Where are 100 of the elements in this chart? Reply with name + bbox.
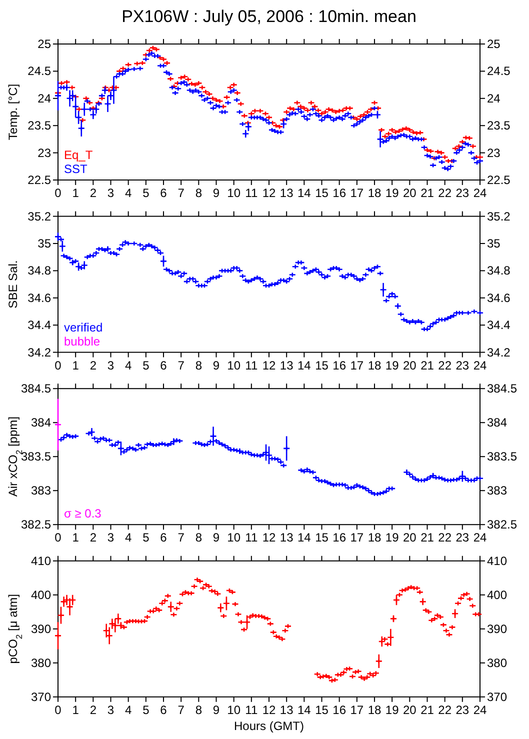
y-tick-label: 410 [30,554,52,568]
x-tick-label: 5 [142,358,150,372]
y-tick-label: 24.5 [28,64,52,78]
x-tick-label: 3 [107,358,114,372]
y-axis-title: Temp. [°C] [6,84,20,140]
y2-tick-label: 23 [487,146,501,160]
y-tick-label: 384.5 [20,382,52,396]
x-tick-label: 10 [227,530,241,545]
y2-tick-label: 34.6 [487,290,511,305]
x-tick-label: 2 [90,530,97,545]
y2-tick-label: 24.5 [487,64,511,78]
x-tick-label: 23 [456,530,470,545]
x-tick-label: 1 [72,358,80,372]
y-tick-label: 384 [30,416,52,430]
x-tick-label: 23 [456,358,470,372]
x-tick-label: 23 [456,702,470,717]
x-tick-label: 18 [368,186,382,200]
x-tick-label: 18 [368,358,382,372]
x-tick-label: 4 [124,358,132,372]
x-tick-label: 9 [212,702,220,717]
x-tick-label: 6 [160,702,168,717]
x-tick-label: 5 [142,530,150,545]
y2-tick-label: 34.8 [487,264,511,278]
x-tick-label: 3 [107,530,114,545]
x-tick-label: 17 [350,186,364,200]
x-tick-label: 8 [195,702,202,717]
x-tick-label: 7 [178,530,185,545]
x-tick-label: 9 [212,530,220,545]
x-tick-label: 16 [332,530,346,545]
y-tick-label: 34.6 [28,290,52,305]
text: SST [64,162,88,176]
y-tick-label: 370 [30,690,52,704]
x-tick-label: 17 [350,702,364,717]
x-tick-label: 14 [297,358,312,372]
x-tick-label: 6 [160,530,168,545]
y2-tick-label: 383.5 [487,450,518,464]
x-tick-label: 12 [262,358,276,372]
x-tick-label: 24 [473,358,487,372]
x-tick-label: 5 [142,702,150,717]
text: verified [64,320,103,334]
x-tick-label: 13 [280,186,294,200]
x-tick-label: 19 [385,358,400,372]
x-tick-label: 22 [438,358,452,372]
x-tick-label: 17 [350,530,364,545]
x-tick-label: 15 [315,530,329,545]
y2-tick-label: 24 [487,91,501,106]
x-tick-label: 6 [160,358,168,372]
y2-tick-label: 34.2 [487,345,511,360]
y2-tick-label: 25 [487,37,501,51]
y-tick-label: 34.2 [28,345,52,360]
x-tick-label: 12 [262,186,276,200]
x-tick-label: 20 [402,702,417,717]
x-tick-label: 10 [227,358,241,372]
x-tick-label: 14 [297,702,312,717]
x-tick-label: 10 [227,186,241,200]
x-tick-label: 1 [72,186,80,200]
x-tick-label: 7 [178,186,185,200]
x-tick-label: 11 [245,530,258,545]
x-tick-label: 15 [315,186,329,200]
y2-tick-label: 35.2 [487,209,511,224]
y-tick-label: 380 [30,656,52,670]
y2-tick-label: 410 [487,554,508,568]
x-tick-label: 15 [315,358,329,372]
x-tick-label: 16 [332,358,346,372]
x-tick-label: 15 [315,702,329,717]
x-tick-label: 7 [178,702,185,717]
x-tick-label: 4 [124,702,132,717]
y2-tick-label: 390 [487,622,508,636]
y2-tick-label: 380 [487,656,508,670]
y2-tick-label: 22.5 [487,173,511,187]
x-tick-label: 23 [456,186,470,200]
y2-tick-label: 370 [487,690,508,704]
y-tick-label: 25 [38,37,52,51]
x-tick-label: 2 [90,186,97,200]
x-tick-label: 1 [72,702,80,717]
x-tick-label: 11 [245,358,258,372]
x-tick-label: 0 [54,530,62,545]
x-tick-label: 10 [227,702,241,717]
x-tick-label: 13 [280,530,294,545]
y2-tick-label: 400 [487,588,508,602]
x-tick-label: 2 [90,358,97,372]
x-tick-label: 9 [212,358,220,372]
x-tick-label: 11 [245,702,258,717]
x-tick-label: 8 [195,358,202,372]
y-tick-label: 23.5 [28,118,52,133]
y-tick-label: 400 [30,588,52,602]
x-tick-label: 19 [385,702,400,717]
x-tick-label: 13 [280,358,294,372]
y-axis-title: SBE Sal. [6,260,20,308]
y-tick-label: 382.5 [20,518,52,532]
x-tick-label: 11 [245,186,258,200]
x-tick-label: 20 [402,358,417,372]
x-tick-label: 5 [142,186,150,200]
legend-label: bubble [64,334,100,348]
y-tick-label: 390 [30,622,52,636]
y-tick-label: 34.8 [28,264,52,278]
y-tick-label: 23 [38,146,52,160]
x-tick-label: 18 [368,702,382,717]
x-tick-label: 21 [420,186,434,200]
x-tick-label: 14 [297,530,312,545]
